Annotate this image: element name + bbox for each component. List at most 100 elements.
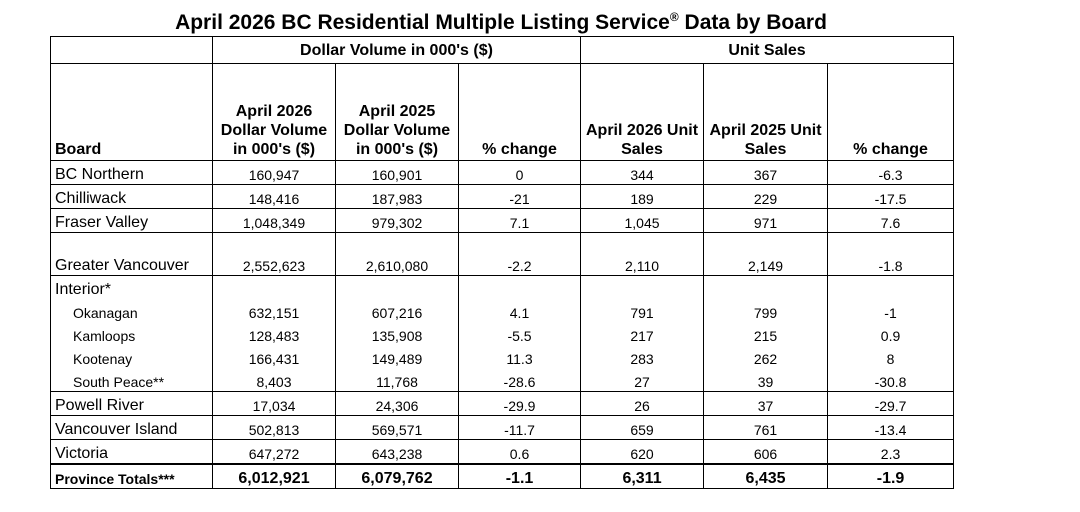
totals-dv-change: -1.1: [457, 463, 582, 489]
us-change-cell: 8: [827, 345, 955, 368]
registered-mark: ®: [669, 10, 679, 24]
board-name: Powell River: [50, 391, 213, 416]
us-change-cell: -1.8: [827, 232, 955, 276]
dv-2025-cell: 149,489: [335, 345, 459, 368]
dv-2026-cell: 2,552,623: [212, 232, 336, 276]
dv-2025-cell: 24,306: [335, 391, 459, 416]
table-row: Greater Vancouver 2,552,623 2,610,080 -2…: [50, 232, 955, 276]
dv-2025-cell: 607,216: [335, 299, 459, 322]
us-change-cell: 0.9: [827, 322, 955, 345]
us-2026-cell: [580, 275, 705, 299]
totals-dv-2025: 6,079,762: [335, 463, 459, 489]
dv-change-cell: 4.1: [457, 299, 582, 322]
us-2025-cell: [703, 275, 829, 299]
dv-2026-cell: 632,151: [212, 299, 336, 322]
table-row: BC Northern 160,947 160,901 0 344 367 -6…: [50, 160, 955, 185]
us-2025-cell: 367: [703, 160, 829, 185]
dv-change-cell: 0.6: [457, 439, 582, 465]
us-2026-cell: 27: [580, 368, 705, 392]
table-row: South Peace** 8,403 11,768 -28.6 27 39 -…: [50, 368, 955, 392]
mls-data-table: Dollar Volume in 000's ($) Unit Sales Bo…: [50, 36, 955, 489]
column-header-us-2025: April 2025 Unit Sales: [703, 63, 829, 161]
dv-change-cell: 11.3: [457, 345, 582, 368]
totals-row: Province Totals*** 6,012,921 6,079,762 -…: [50, 463, 955, 489]
us-change-cell: -17.5: [827, 184, 955, 209]
column-header-dv-change: % change: [457, 63, 582, 161]
us-2025-cell: 971: [703, 208, 829, 233]
table-row: Chilliwack 148,416 187,983 -21 189 229 -…: [50, 184, 955, 209]
dv-2025-cell: 135,908: [335, 322, 459, 345]
dv-2025-cell: 569,571: [335, 415, 459, 440]
dv-2026-cell: 502,813: [212, 415, 336, 440]
dv-change-cell: -5.5: [457, 322, 582, 345]
board-name: Kamloops: [50, 322, 213, 345]
dv-2025-cell: 2,610,080: [335, 232, 459, 276]
us-change-cell: -30.8: [827, 368, 955, 392]
board-name: Okanagan: [50, 299, 213, 322]
us-change-cell: 2.3: [827, 439, 955, 465]
board-name: Kootenay: [50, 345, 213, 368]
table-row: Powell River 17,034 24,306 -29.9 26 37 -…: [50, 391, 955, 416]
column-header-row: Board April 2026 Dollar Volume in 000's …: [50, 63, 955, 161]
us-2025-cell: 761: [703, 415, 829, 440]
dv-2026-cell: [212, 275, 336, 299]
column-header-us-change: % change: [827, 63, 955, 161]
dv-2026-cell: 148,416: [212, 184, 336, 209]
us-change-cell: 7.6: [827, 208, 955, 233]
dv-change-cell: 7.1: [457, 208, 582, 233]
title-text: April 2026 BC Residential Multiple Listi…: [175, 11, 670, 34]
board-name: BC Northern: [50, 160, 213, 185]
us-2025-cell: 39: [703, 368, 829, 392]
table-row: Okanagan 632,151 607,216 4.1 791 799 -1: [50, 299, 955, 322]
group-header-row: Dollar Volume in 000's ($) Unit Sales: [50, 36, 955, 64]
table-title: April 2026 BC Residential Multiple Listi…: [0, 10, 1002, 35]
dv-2026-cell: 160,947: [212, 160, 336, 185]
dv-2026-cell: 1,048,349: [212, 208, 336, 233]
us-2026-cell: 189: [580, 184, 705, 209]
dv-change-cell: -21: [457, 184, 582, 209]
table-row: Victoria 647,272 643,238 0.6 620 606 2.3: [50, 439, 955, 465]
us-2025-cell: 606: [703, 439, 829, 465]
us-2026-cell: 344: [580, 160, 705, 185]
board-name: Chilliwack: [50, 184, 213, 209]
table-row: Kamloops 128,483 135,908 -5.5 217 215 0.…: [50, 322, 955, 345]
us-change-cell: -1: [827, 299, 955, 322]
us-2025-cell: 229: [703, 184, 829, 209]
us-2025-cell: 215: [703, 322, 829, 345]
table-row: Kootenay 166,431 149,489 11.3 283 262 8: [50, 345, 955, 368]
dv-change-cell: -11.7: [457, 415, 582, 440]
us-2026-cell: 659: [580, 415, 705, 440]
dv-2025-cell: [335, 275, 459, 299]
us-2025-cell: 799: [703, 299, 829, 322]
dv-2026-cell: 128,483: [212, 322, 336, 345]
us-2026-cell: 1,045: [580, 208, 705, 233]
totals-dv-2026: 6,012,921: [212, 463, 336, 489]
table-row-group-label: Interior*: [50, 275, 955, 299]
dv-2026-cell: 647,272: [212, 439, 336, 465]
us-2026-cell: 620: [580, 439, 705, 465]
dv-change-cell: 0: [457, 160, 582, 185]
column-header-board: Board: [50, 63, 213, 161]
us-change-cell: -13.4: [827, 415, 955, 440]
board-name: Greater Vancouver: [50, 232, 213, 276]
dv-change-cell: -2.2: [457, 232, 582, 276]
table-row: Vancouver Island 502,813 569,571 -11.7 6…: [50, 415, 955, 440]
dv-2026-cell: 17,034: [212, 391, 336, 416]
title-suffix: Data by Board: [678, 11, 827, 34]
dv-change-cell: -28.6: [457, 368, 582, 392]
dv-2025-cell: 979,302: [335, 208, 459, 233]
us-change-cell: [827, 275, 955, 299]
totals-us-2025: 6,435: [703, 463, 829, 489]
totals-label: Province Totals***: [50, 463, 213, 489]
board-name: Victoria: [50, 439, 213, 465]
column-header-us-2026: April 2026 Unit Sales: [580, 63, 705, 161]
dv-2026-cell: 8,403: [212, 368, 336, 392]
us-2025-cell: 2,149: [703, 232, 829, 276]
us-2025-cell: 262: [703, 345, 829, 368]
totals-us-2026: 6,311: [580, 463, 705, 489]
board-name: Fraser Valley: [50, 208, 213, 233]
totals-us-change: -1.9: [827, 463, 955, 489]
group-header-blank: [50, 36, 213, 64]
us-change-cell: -29.7: [827, 391, 955, 416]
dv-2025-cell: 11,768: [335, 368, 459, 392]
